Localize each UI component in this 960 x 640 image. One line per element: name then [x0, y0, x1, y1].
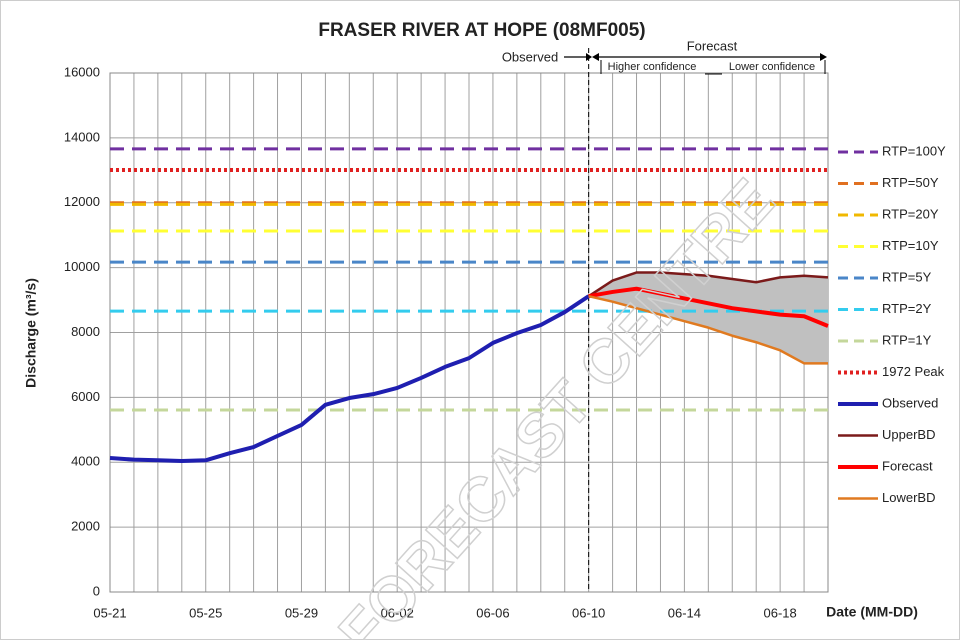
higher-note: Higher confidence	[608, 61, 697, 73]
series-line	[588, 294, 828, 365]
legend-label: RTP=5Y	[882, 269, 932, 284]
y-tick-label: 14000	[64, 129, 100, 144]
y-tick-label: 12000	[64, 194, 100, 209]
arrow-head	[586, 53, 592, 61]
legend-label: RTP=100Y	[882, 143, 946, 158]
observed-note: Observed	[502, 49, 558, 64]
series-line	[587, 271, 829, 298]
legend-label: UpperBD	[882, 427, 935, 442]
series-line	[588, 286, 829, 328]
legend-label: Observed	[882, 395, 938, 410]
y-axis-label: Discharge (m³/s)	[23, 278, 39, 388]
legend-label: RTP=2Y	[882, 301, 932, 316]
x-tick-label: 06-06	[476, 605, 509, 620]
chart-title: FRASER RIVER AT HOPE (08MF005)	[318, 20, 645, 41]
legend-label: RTP=20Y	[882, 206, 939, 221]
y-tick-label: 10000	[64, 259, 100, 274]
y-tick-label: 4000	[71, 454, 100, 469]
legend-label: Forecast	[882, 458, 933, 473]
forecast-note: Forecast	[687, 38, 738, 53]
legend-label: RTP=10Y	[882, 238, 939, 253]
confidence-band	[588, 272, 828, 364]
x-tick-label: 05-21	[93, 605, 126, 620]
legend-label: RTP=50Y	[882, 175, 939, 190]
x-tick-label: 06-10	[572, 605, 605, 620]
x-tick-label: 06-18	[764, 605, 797, 620]
legend: RTP=100Y RTP=50Y RTP=20Y RTP=10Y RTP=5Y RTP=2…	[838, 143, 946, 505]
x-tick-label: 05-25	[189, 605, 222, 620]
legend-label: RTP=1Y	[882, 332, 932, 347]
y-tick-label: 2000	[71, 519, 100, 534]
legend-label: LowerBD	[882, 490, 935, 505]
x-tick-label: 05-29	[285, 605, 318, 620]
x-axis-label: Date (MM-DD)	[826, 604, 918, 620]
y-tick-label: 6000	[71, 389, 100, 404]
lower-note: Lower confidence	[729, 61, 815, 73]
x-tick-label: 06-14	[668, 605, 701, 620]
plot: 05-21 05-25 05-29 06-02 06-06 06-10 06-14 06-18…	[64, 48, 829, 620]
y-tick-label: 0	[93, 583, 100, 598]
y-tick-label: 16000	[64, 64, 100, 79]
y-tick-label: 8000	[71, 324, 100, 339]
x-tick-label: 06-02	[381, 605, 414, 620]
legend-label: 1972 Peak	[882, 364, 945, 379]
annotations: Observed Forecast Higher confidence Lowe…	[502, 38, 827, 75]
series-line	[109, 294, 590, 463]
